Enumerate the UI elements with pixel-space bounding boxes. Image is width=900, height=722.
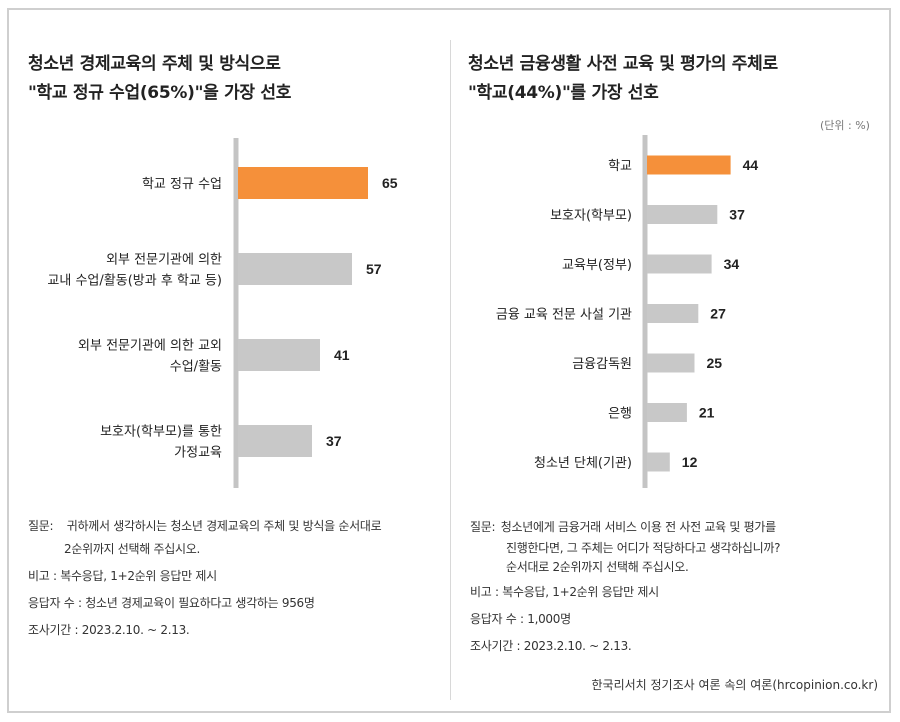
right-bar-2 <box>647 254 712 274</box>
left-title-line-1: 청소년 경제교육의 주체 및 방식으로 <box>28 54 281 74</box>
left-remark: 비고 : 복수응답, 1+2순위 응답만 제시 <box>28 569 217 583</box>
left-value-label-2: 41 <box>334 347 350 363</box>
right-category-label-3: 금융 교육 전문 사설 기관 <box>496 308 632 323</box>
right-question-label: 질문: <box>470 520 496 534</box>
right-title-line-1: 청소년 금융생활 사전 교육 및 평가의 주체로 <box>468 54 778 74</box>
left-bar-2 <box>238 339 320 371</box>
left-category-label-2-0: 외부 전문기관에 의한 교외 <box>78 339 222 354</box>
left-category-label-2-1: 수업/활동 <box>170 360 222 375</box>
panel-divider <box>450 40 451 700</box>
left-chart-title: 청소년 경제교육의 주체 및 방식으로 "학교 정규 수업(65%)"을 가장 … <box>28 50 291 108</box>
right-bar-5 <box>647 403 687 422</box>
unit-label: (단위 : %) <box>820 119 870 132</box>
right-period: 조사기간 : 2023.2.10. ~ 2.13. <box>470 639 632 653</box>
left-question: 질문: 귀하께서 생각하시는 청소년 경제교육의 주체 및 방식을 순서대로 <box>28 515 382 538</box>
right-chart-title: 청소년 금융생활 사전 교육 및 평가의 주체로 "학교(44%)"를 가장 선… <box>468 50 778 108</box>
right-question: 질문: 청소년에게 금융거래 서비스 이용 전 사전 교육 및 평가를 <box>470 516 780 539</box>
right-bar-0 <box>647 155 731 175</box>
right-question-line-3: 순서대로 2순위까지 선택해 주십시오. <box>506 560 689 574</box>
right-value-label-2: 34 <box>724 256 740 272</box>
right-respondents: 응답자 수 : 1,000명 <box>470 612 571 626</box>
left-bar-1 <box>238 253 352 285</box>
left-category-label-1-0: 외부 전문기관에 의한 <box>106 253 222 268</box>
left-value-label-0: 65 <box>382 175 398 191</box>
right-category-label-0: 학교 <box>608 159 632 174</box>
right-category-label-1: 보호자(학부모) <box>550 209 632 224</box>
left-question-label: 질문: <box>28 519 54 533</box>
right-value-label-0: 44 <box>743 157 759 173</box>
left-value-label-1: 57 <box>366 261 382 277</box>
left-bar-3 <box>238 425 312 457</box>
figure-frame <box>7 8 891 713</box>
right-category-label-6: 청소년 단체(기관) <box>534 456 632 471</box>
right-bar-4 <box>647 353 695 373</box>
right-question-line-1: 청소년에게 금융거래 서비스 이용 전 사전 교육 및 평가를 <box>500 520 776 534</box>
right-category-label-2: 교육부(정부) <box>562 258 632 273</box>
left-category-label-1-1: 교내 수업/활동(방과 후 학교 등) <box>47 274 222 289</box>
right-category-label-4: 금융감독원 <box>572 357 632 372</box>
right-category-label-5: 은행 <box>608 406 632 422</box>
right-notes: 질문: 청소년에게 금융거래 서비스 이용 전 사전 교육 및 평가를 진행한다… <box>470 516 780 658</box>
right-bar-1 <box>647 205 718 224</box>
left-value-label-3: 37 <box>326 433 342 449</box>
right-value-label-5: 21 <box>699 405 715 421</box>
left-category-label-3-1: 가정교육 <box>174 446 222 461</box>
left-bar-0 <box>238 167 368 199</box>
left-notes: 질문: 귀하께서 생각하시는 청소년 경제교육의 주체 및 방식을 순서대로 2… <box>28 515 382 642</box>
left-category-label-0: 학교 정규 수업 <box>142 177 222 192</box>
right-remark: 비고 : 복수응답, 1+2순위 응답만 제시 <box>470 585 659 599</box>
right-value-label-6: 12 <box>682 454 698 470</box>
right-bar-chart: 44 학교 37 보호자(학부모) 34 교육부(정부) 27 금융 교육 전문 사설 기관 2… <box>496 135 759 488</box>
right-bar-3 <box>647 304 699 323</box>
right-bar-6 <box>647 452 670 472</box>
left-title-line-2: "학교 정규 수업(65%)"을 가장 선호 <box>28 83 292 103</box>
right-title-line-2: "학교(44%)"를 가장 선호 <box>468 83 659 103</box>
left-category-label-3-0: 보호자(학부모)를 통한 <box>100 425 222 440</box>
source-credit: 한국리서치 정기조사 여론 속의 여론(hrcopinion.co.kr) <box>591 678 878 692</box>
right-value-label-1: 37 <box>729 207 745 223</box>
left-respondents: 응답자 수 : 청소년 경제교육이 필요하다고 생각하는 956명 <box>28 596 315 610</box>
right-value-label-4: 25 <box>707 355 723 371</box>
right-value-label-3: 27 <box>710 306 726 322</box>
left-period: 조사기간 : 2023.2.10. ~ 2.13. <box>28 623 190 637</box>
right-question-line-2: 진행한다면, 그 주체는 어디가 적당하다고 생각하십니까? <box>506 541 781 555</box>
left-question-line-1: 귀하께서 생각하시는 청소년 경제교육의 주체 및 방식을 순서대로 <box>66 519 382 533</box>
left-question-line-2: 2순위까지 선택해 주십시오. <box>64 542 201 556</box>
